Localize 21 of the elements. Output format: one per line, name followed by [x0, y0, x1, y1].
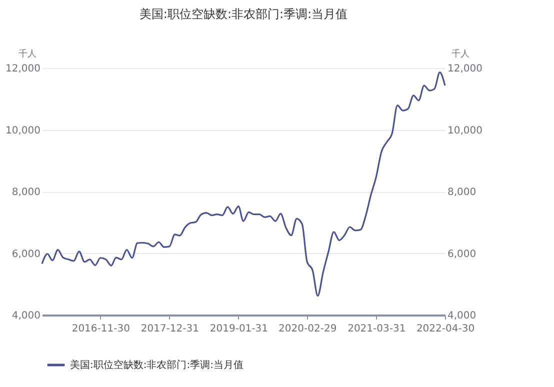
x-tick-label: 2019-01-31	[210, 324, 268, 334]
y2-tick-label: 8,000	[448, 187, 476, 198]
y2-axis-title: 千人	[452, 48, 470, 60]
y2-tick-label: 12,000	[448, 64, 482, 74]
y-tick-label: 8,000	[12, 187, 40, 198]
line-series	[41, 72, 446, 297]
x-tick-label: 2016-11-30	[72, 324, 130, 334]
chart-title: 美国:职位空缺数:非农部门:季调:当月值	[139, 7, 348, 21]
y-tick-label: 4,000	[12, 310, 40, 322]
y2-tick-label: 4,000	[448, 310, 476, 322]
legend-label: 美国:职位空缺数:非农部门:季调:当月值	[70, 359, 244, 371]
y2-tick-label: 6,000	[448, 248, 476, 260]
y-tick-label: 6,000	[12, 248, 40, 260]
y-axis-title: 千人	[18, 48, 36, 60]
x-tick-label: 2020-02-29	[278, 324, 337, 334]
x-tick-label: 2017-12-31	[140, 324, 199, 334]
x-tick-label: 2021-03-31	[348, 324, 406, 334]
y-tick-label: 12,000	[6, 64, 40, 74]
y-tick-label: 10,000	[6, 125, 40, 136]
y2-tick-label: 10,000	[448, 125, 482, 136]
x-tick-label: 2022-04-30	[416, 324, 475, 334]
